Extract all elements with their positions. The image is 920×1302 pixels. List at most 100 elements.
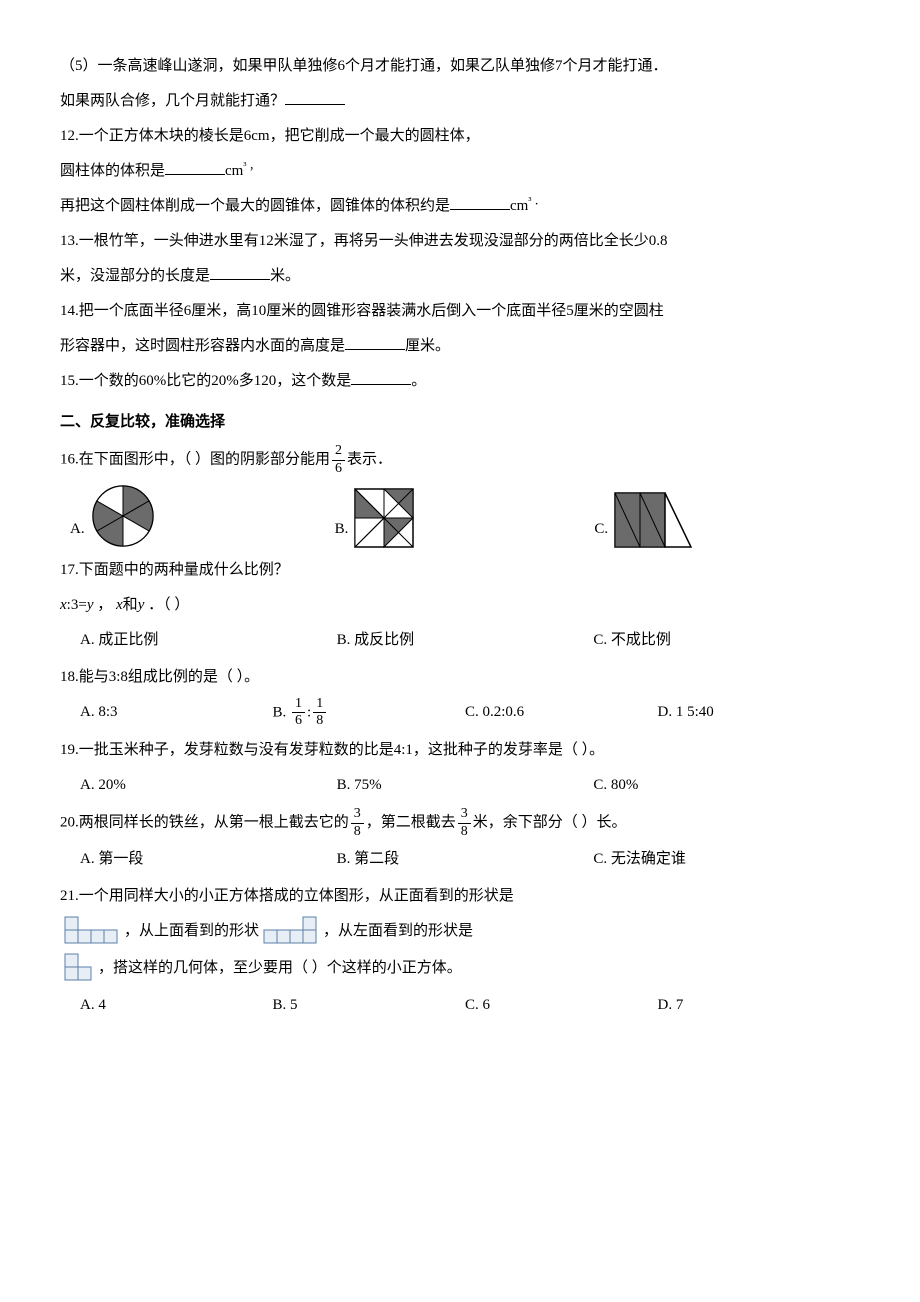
q16-t2: 表示．: [347, 452, 392, 468]
q20-text: 20.两根同样长的铁丝，从第一根上截去它的38，第二根截去38米，余下部分（ ）…: [60, 806, 860, 841]
blank: [285, 90, 345, 105]
opt-c: C. 80%: [593, 769, 850, 802]
q13-line2: 米，没湿部分的长度是 米。: [60, 260, 860, 293]
q11-5-text: 如果两队合修，几个月就能打通？: [60, 93, 285, 109]
q17-t3: 和: [123, 597, 138, 613]
q16-opt-b: B.: [335, 488, 415, 548]
q17-t4: ．（ ）: [144, 597, 189, 613]
fraction: 38: [351, 806, 364, 841]
frac-num: 1: [292, 696, 305, 714]
q21-line2: ，从上面看到的形状 ，从左面看到的形状是: [60, 915, 860, 948]
opt-b: B. 成反比例: [337, 624, 594, 657]
opt-a: A. 20%: [80, 769, 337, 802]
frac-num: 1: [313, 696, 326, 714]
q14-t1: 形容器中，这时圆柱形容器内水面的高度是: [60, 338, 345, 354]
fraction: 26: [332, 443, 345, 478]
opt-a: A. 8:3: [80, 696, 273, 731]
opt-b-label: B.: [335, 513, 349, 546]
q17-x2: x: [116, 597, 123, 613]
q16-text: 16.在下面图形中，（ ）图的阴影部分能用26表示．: [60, 443, 860, 478]
opt-b: B. 75%: [337, 769, 594, 802]
fraction: 18: [313, 696, 326, 731]
left-view-icon: [64, 952, 94, 985]
q14-t2: 厘米。: [405, 338, 450, 354]
fraction: 16: [292, 696, 305, 731]
frac-den: 8: [458, 824, 471, 841]
q21-line3: ，搭这样的几何体，至少要用（ ）个这样的小正方体。: [60, 952, 860, 985]
q20-t3: 米，余下部分（ ）长。: [473, 815, 627, 831]
opt-c-label: C.: [594, 513, 608, 546]
q12-sup2: ³ ．: [528, 196, 544, 207]
q13-t2: 米。: [270, 268, 300, 284]
opt-a: A. 4: [80, 989, 273, 1022]
opt-a: A. 成正比例: [80, 624, 337, 657]
q12-t2: cm: [225, 163, 243, 179]
q12-t4: cm: [510, 198, 528, 214]
q12-line3: 再把这个圆柱体削成一个最大的圆锥体，圆锥体的体积约是 cm³ ．: [60, 190, 860, 223]
blank: [351, 370, 411, 385]
opt-b: B. 5: [273, 989, 466, 1022]
q16-options: A. B. C.: [60, 484, 860, 548]
q11-5-line2: 如果两队合修，几个月就能打通？: [60, 85, 860, 118]
parallelogram-icon: [614, 492, 692, 548]
q12-line2: 圆柱体的体积是cm³ ，: [60, 155, 860, 188]
q14-line2: 形容器中，这时圆柱形容器内水面的高度是 厘米。: [60, 330, 860, 363]
q12-t1: 圆柱体的体积是: [60, 163, 165, 179]
frac-den: 6: [332, 461, 345, 478]
q15-t1: 15.一个数的60%比它的20%多120，这个数是: [60, 373, 351, 389]
frac-num: 3: [351, 806, 364, 824]
opt-c: C. 无法确定谁: [593, 843, 850, 876]
q17-options: A. 成正比例 B. 成反比例 C. 不成比例: [60, 624, 860, 657]
blank: [450, 195, 510, 210]
frac-num: 2: [332, 443, 345, 461]
q17-t1: :3=: [67, 597, 87, 613]
opt-b-pre: B.: [273, 704, 291, 720]
q13-t1: 米，没湿部分的长度是: [60, 268, 210, 284]
top-view-icon: [263, 915, 319, 948]
q19-text: 19.一批玉米种子，发芽粒数与没有发芽粒数的比是4:1，这批种子的发芽率是（ ）…: [60, 734, 860, 767]
front-view-icon: [64, 915, 120, 948]
square-triangles-icon: [354, 488, 414, 548]
q18-text: 18.能与3:8组成比例的是（ ）。: [60, 661, 860, 694]
opt-c: C. 0.2:0.6: [465, 696, 658, 731]
opt-d: D. 7: [658, 989, 851, 1022]
q17-line1: 17.下面题中的两种量成什么比例？: [60, 554, 860, 587]
q18-options: A. 8:3 B. 16:18 C. 0.2:0.6 D. 1 5:40: [60, 696, 860, 731]
circle-shape-icon: [91, 484, 155, 548]
q17-line2: x:3=y ， x和y ．（ ）: [60, 589, 860, 622]
blank: [165, 160, 225, 175]
section2-title: 二、反复比较，准确选择: [60, 406, 860, 439]
q17-t2: ，: [93, 597, 116, 613]
blank: [345, 335, 405, 350]
opt-c: C. 6: [465, 989, 658, 1022]
q14-line1: 14.把一个底面半径6厘米，高10厘米的圆锥形容器装满水后倒入一个底面半径5厘米…: [60, 295, 860, 328]
q12-t3: 再把这个圆柱体削成一个最大的圆锥体，圆锥体的体积约是: [60, 198, 450, 214]
q15-t2: 。: [411, 373, 426, 389]
opt-b: B. 16:18: [273, 696, 466, 731]
q16-t1: 16.在下面图形中，（ ）图的阴影部分能用: [60, 452, 330, 468]
q16-opt-c: C.: [594, 492, 692, 548]
opt-d: D. 1 5:40: [658, 696, 851, 731]
frac-den: 6: [292, 713, 305, 730]
opt-c: C. 不成比例: [593, 624, 850, 657]
q20-t1: 20.两根同样长的铁丝，从第一根上截去它的: [60, 815, 349, 831]
q17-x1: x: [60, 597, 67, 613]
q15: 15.一个数的60%比它的20%多120，这个数是 。: [60, 365, 860, 398]
q13-line1: 13.一根竹竿，一头伸进水里有12米湿了，再将另一头伸进去发现没湿部分的两倍比全…: [60, 225, 860, 258]
q16-opt-a: A.: [70, 484, 155, 548]
q11-5-line1: （5）一条高速峰山遂洞，如果甲队单独修6个月才能打通，如果乙队单独修7个月才能打…: [60, 50, 860, 83]
frac-den: 8: [313, 713, 326, 730]
q21-t1: ，从上面看到的形状: [124, 915, 259, 948]
q21-t3: ，搭这样的几何体，至少要用（ ）个这样的小正方体。: [98, 952, 462, 985]
q19-options: A. 20% B. 75% C. 80%: [60, 769, 860, 802]
blank: [210, 265, 270, 280]
q20-options: A. 第一段 B. 第二段 C. 无法确定谁: [60, 843, 860, 876]
frac-num: 3: [458, 806, 471, 824]
opt-a: A. 第一段: [80, 843, 337, 876]
frac-den: 8: [351, 824, 364, 841]
q21-options: A. 4 B. 5 C. 6 D. 7: [60, 989, 860, 1022]
q20-t2: ，第二根截去: [366, 815, 456, 831]
fraction: 38: [458, 806, 471, 841]
opt-a-label: A.: [70, 513, 85, 546]
opt-b: B. 第二段: [337, 843, 594, 876]
